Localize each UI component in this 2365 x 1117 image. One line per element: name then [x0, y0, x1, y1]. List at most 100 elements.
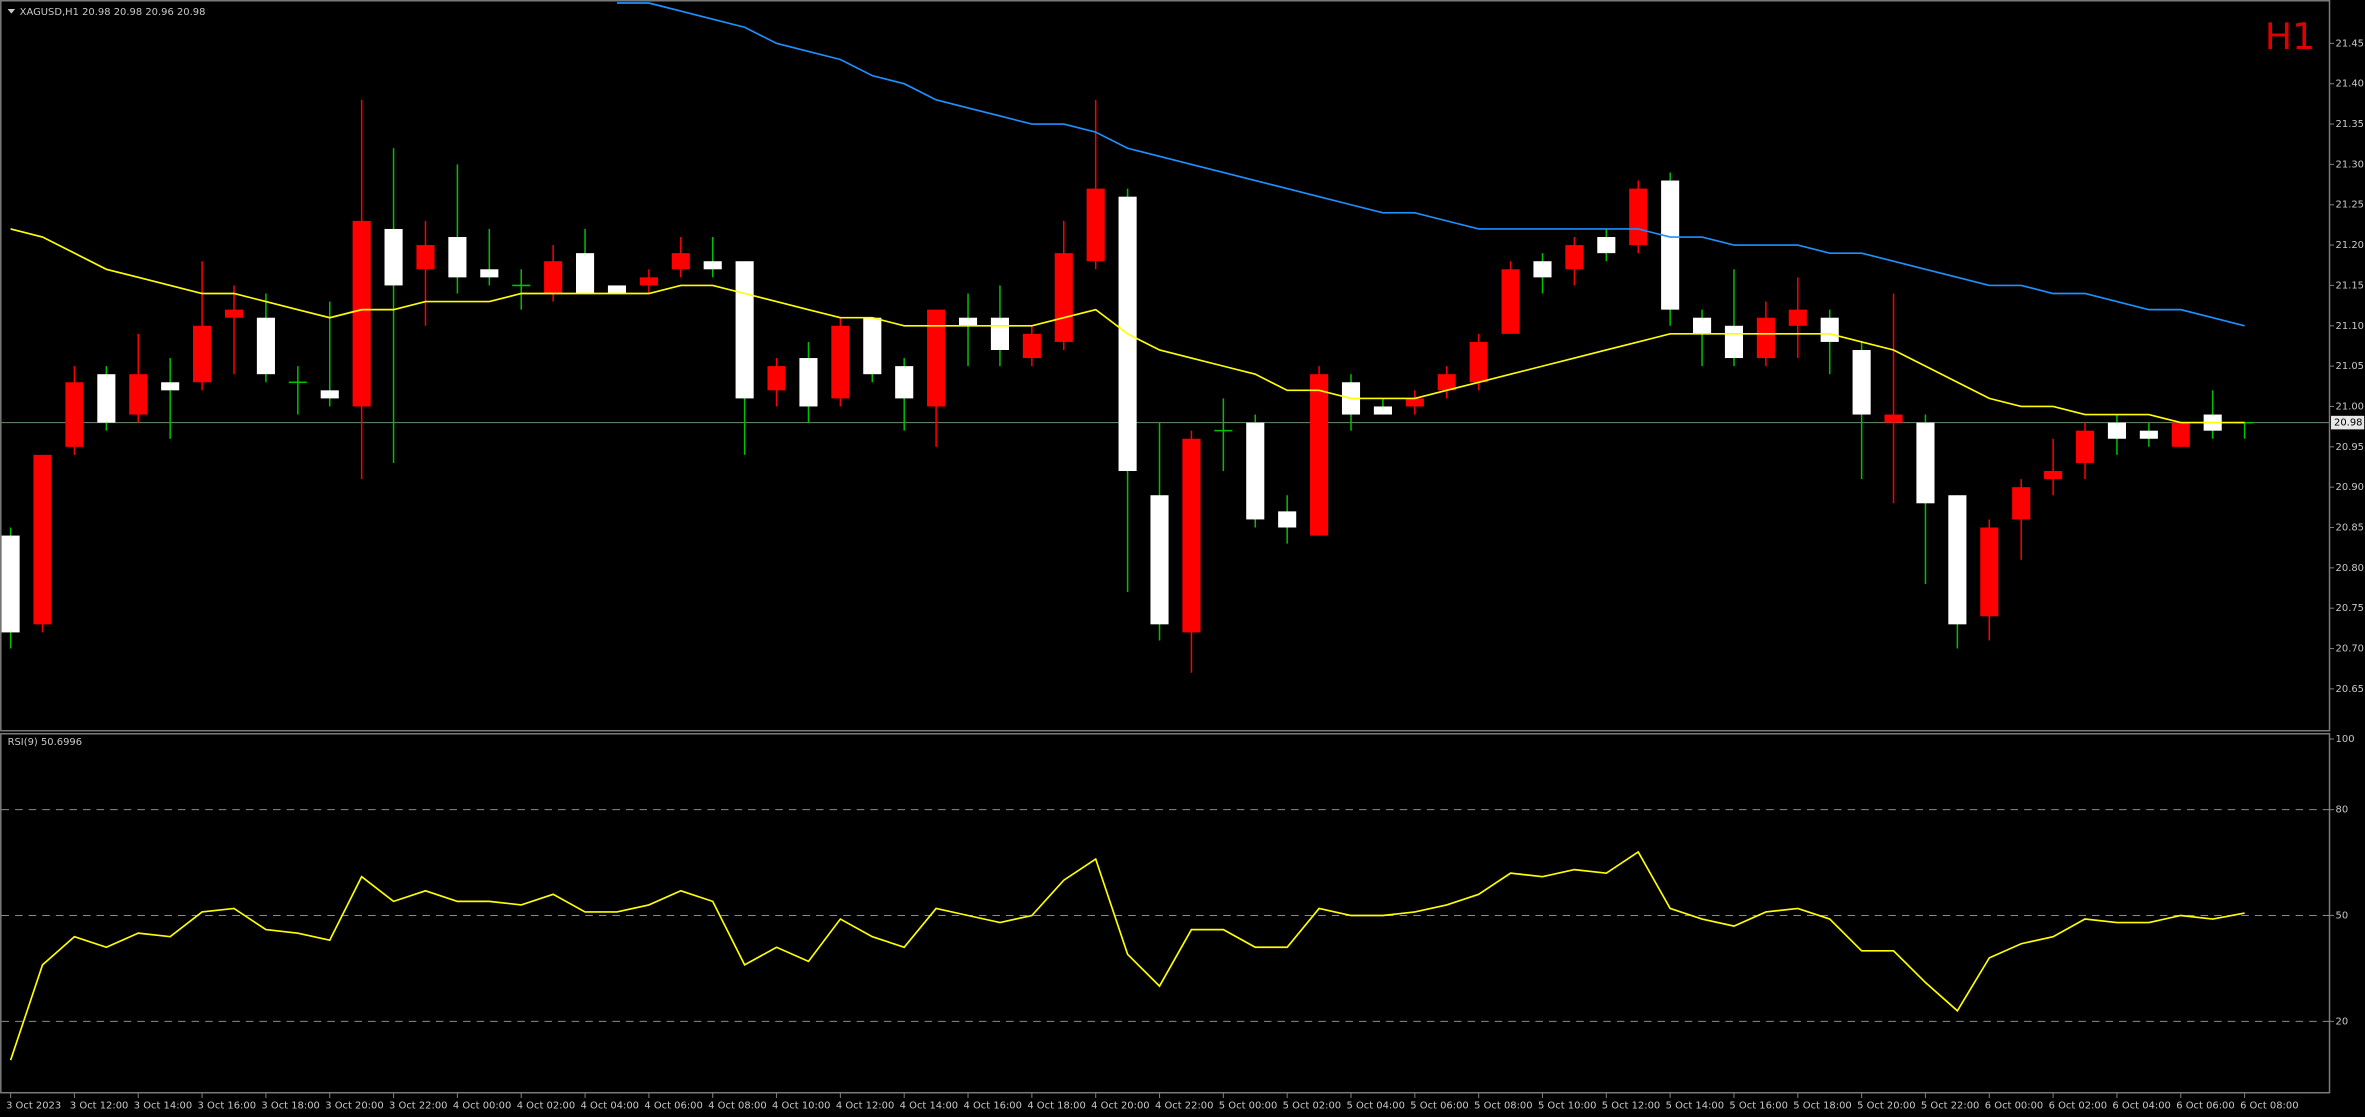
x-tick-label: 5 Oct 04:00 — [1346, 1101, 1404, 1112]
candle-body — [33, 454, 52, 625]
x-tick-label: 4 Oct 20:00 — [1091, 1101, 1149, 1112]
indicator-line — [9, 850, 2245, 1061]
x-tick-label: 4 Oct 04:00 — [581, 1101, 639, 1112]
x-tick-label: 3 Oct 12:00 — [70, 1101, 128, 1112]
candle-body — [1437, 374, 1456, 391]
candle-body — [65, 382, 84, 447]
y-tick-label: 21.10 — [2336, 321, 2364, 332]
x-tick-label: 3 Oct 14:00 — [134, 1101, 192, 1112]
y-tick-label: 50 — [2336, 910, 2349, 921]
x-tick-label: 4 Oct 12:00 — [836, 1101, 894, 1112]
x-tick-label: 4 Oct 10:00 — [772, 1101, 830, 1112]
candle-body — [927, 309, 946, 407]
x-tick-label: 6 Oct 06:00 — [2176, 1101, 2234, 1112]
y-tick-label: 100 — [2336, 734, 2355, 745]
candle-body — [1086, 188, 1105, 262]
y-tick-label: 21.00 — [2336, 401, 2364, 412]
x-tick-label: 4 Oct 06:00 — [644, 1101, 702, 1112]
y-tick-label: 20 — [2336, 1016, 2349, 1027]
y-tick-label: 21.25 — [2336, 200, 2364, 211]
x-tick-label: 3 Oct 20:00 — [325, 1101, 383, 1112]
candle-body — [1150, 495, 1169, 625]
candle-body — [1661, 180, 1680, 310]
candle-body — [2139, 430, 2158, 439]
candle-body — [97, 374, 116, 423]
candle-body — [1597, 237, 1616, 254]
candle-body — [863, 317, 882, 375]
x-tick-label: 4 Oct 08:00 — [708, 1101, 766, 1112]
x-tick-label: 4 Oct 16:00 — [964, 1101, 1022, 1112]
candle-body — [1852, 349, 1871, 415]
x-tick-label: 5 Oct 02:00 — [1283, 1101, 1341, 1112]
y-tick-label: 20.85 — [2336, 523, 2364, 534]
timeframe-label: H1 — [2265, 15, 2315, 58]
x-tick-label: 5 Oct 14:00 — [1666, 1101, 1724, 1112]
candle-body — [416, 245, 435, 270]
x-tick-label: 5 Oct 06:00 — [1410, 1101, 1468, 1112]
candle-body — [1533, 261, 1552, 278]
rsi-panel-border — [0, 733, 2331, 1094]
y-tick-label: 21.35 — [2336, 119, 2364, 130]
candle-body — [831, 325, 850, 399]
x-tick-label: 6 Oct 00:00 — [1985, 1101, 2043, 1112]
x-tick-label: 3 Oct 18:00 — [261, 1101, 319, 1112]
candle-body — [703, 261, 722, 270]
candle-body — [1629, 188, 1648, 246]
candle-body — [193, 325, 212, 383]
x-tick-label: 6 Oct 04:00 — [2112, 1101, 2170, 1112]
candle-body — [1980, 527, 1999, 617]
candle-body — [767, 366, 786, 391]
symbol-menu-icon[interactable] — [7, 9, 16, 14]
x-tick-label: 5 Oct 20:00 — [1857, 1101, 1915, 1112]
indicator-line — [616, 2, 2245, 327]
x-tick-label: 5 Oct 18:00 — [1793, 1101, 1851, 1112]
candle-body — [639, 277, 658, 286]
x-tick-label: 5 Oct 22:00 — [1921, 1101, 1979, 1112]
candle-body — [384, 228, 403, 286]
x-tick-label: 4 Oct 14:00 — [900, 1101, 958, 1112]
y-tick-label: 21.45 — [2336, 38, 2364, 49]
candle-body — [448, 237, 467, 278]
price-plot — [1, 2, 2329, 673]
candle-body — [1278, 511, 1297, 528]
x-tick-label: 4 Oct 02:00 — [517, 1101, 575, 1112]
x-tick-label: 5 Oct 00:00 — [1219, 1101, 1277, 1112]
y-tick-label: 20.80 — [2336, 563, 2364, 574]
candle-body — [607, 285, 627, 294]
candle-body — [1693, 317, 1712, 334]
candle-body — [2075, 430, 2095, 463]
x-tick-label: 5 Oct 08:00 — [1474, 1101, 1532, 1112]
candle-body — [1405, 398, 1424, 407]
candle-body — [576, 253, 595, 294]
candle-body — [1820, 317, 1839, 342]
y-tick-label: 20.70 — [2336, 644, 2364, 655]
x-tick-label: 3 Oct 16:00 — [198, 1101, 256, 1112]
y-tick-label: 20.75 — [2336, 603, 2364, 614]
y-tick-label: 21.40 — [2336, 79, 2364, 90]
candle-body — [958, 317, 978, 326]
y-tick-label: 80 — [2336, 805, 2349, 816]
candle-body — [480, 269, 499, 278]
candle-body — [161, 382, 180, 391]
x-tick-label: 5 Oct 16:00 — [1729, 1101, 1787, 1112]
candle-body — [2107, 422, 2126, 439]
candle-body — [1788, 309, 1807, 326]
rsi-title: RSI(9) 50.6996 — [8, 737, 82, 748]
candle-body — [1884, 414, 1903, 423]
y-tick-label: 21.20 — [2336, 240, 2364, 251]
candle-body — [1310, 374, 1329, 536]
y-tick-label: 20.90 — [2336, 482, 2364, 493]
candle-body — [544, 261, 563, 294]
candle-body — [1022, 333, 1041, 359]
candle-body — [1724, 325, 1744, 359]
candle-body — [352, 220, 371, 407]
chart-title: XAGUSD,H1 20.98 20.98 20.96 20.98 — [20, 7, 206, 18]
x-tick-label: 4 Oct 22:00 — [1155, 1101, 1213, 1112]
candle-body — [2012, 487, 2031, 520]
y-tick-label: 21.30 — [2336, 159, 2364, 170]
candle-body — [671, 253, 690, 270]
y-tick-label: 21.05 — [2336, 361, 2364, 372]
candle-body — [1182, 438, 1201, 633]
candle-body — [1501, 269, 1520, 334]
